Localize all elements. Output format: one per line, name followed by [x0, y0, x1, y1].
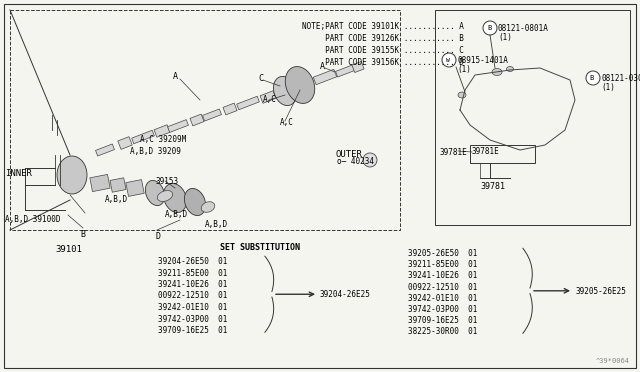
Text: (1): (1): [601, 83, 615, 92]
Text: 39101: 39101: [55, 245, 82, 254]
Text: 39241-10E26  01: 39241-10E26 01: [158, 280, 227, 289]
Text: A,B,D: A,B,D: [105, 195, 128, 204]
Text: OUTER: OUTER: [335, 150, 362, 159]
Polygon shape: [190, 114, 204, 126]
Text: C: C: [258, 74, 263, 83]
Text: A,B,D: A,B,D: [165, 210, 188, 219]
Text: INNER: INNER: [5, 169, 32, 177]
Polygon shape: [95, 144, 115, 156]
Text: 08121-0801A: 08121-0801A: [498, 24, 549, 33]
Text: 39241-10E26  01: 39241-10E26 01: [408, 272, 477, 280]
Text: 39742-03P00  01: 39742-03P00 01: [408, 305, 477, 314]
Text: ^39*0064: ^39*0064: [596, 358, 630, 364]
Text: (1): (1): [498, 33, 512, 42]
Text: 39781: 39781: [480, 182, 505, 191]
Text: B: B: [80, 230, 85, 239]
Text: 39709-16E25  01: 39709-16E25 01: [408, 316, 477, 325]
Polygon shape: [260, 91, 276, 103]
Ellipse shape: [201, 202, 215, 212]
Text: A,C: A,C: [280, 118, 294, 127]
Circle shape: [442, 53, 456, 67]
Bar: [10, 10, 400, 230]
Bar: [470, 145, 535, 163]
Text: A,B,D 39100D: A,B,D 39100D: [5, 215, 61, 224]
Text: 39153: 39153: [155, 177, 178, 186]
Ellipse shape: [145, 180, 164, 206]
Text: 39204-26E50  01: 39204-26E50 01: [158, 257, 227, 266]
Text: 39211-85E00  01: 39211-85E00 01: [408, 260, 477, 269]
Text: A,C: A,C: [263, 95, 277, 104]
Text: o— 40234: o— 40234: [337, 157, 374, 166]
Polygon shape: [352, 61, 364, 73]
Text: 39781E: 39781E: [472, 147, 500, 156]
Circle shape: [363, 153, 377, 167]
Polygon shape: [126, 180, 144, 196]
Polygon shape: [202, 109, 221, 121]
Text: 08915-1401A: 08915-1401A: [457, 56, 508, 65]
Text: 00922-12510  01: 00922-12510 01: [158, 292, 227, 301]
Polygon shape: [237, 96, 259, 110]
Text: B: B: [487, 25, 491, 31]
Polygon shape: [132, 130, 154, 144]
Text: A: A: [320, 62, 325, 71]
Text: 39709-16E25  01: 39709-16E25 01: [158, 326, 227, 335]
Text: A: A: [173, 72, 178, 81]
Text: 38225-30R00  01: 38225-30R00 01: [408, 327, 477, 336]
Text: 39211-85E00  01: 39211-85E00 01: [158, 269, 227, 278]
Text: NOTE;PART CODE 39101K ........... A: NOTE;PART CODE 39101K ........... A: [302, 22, 464, 31]
Text: 39204-26E25: 39204-26E25: [320, 290, 371, 299]
Text: A,B,D 39209: A,B,D 39209: [130, 147, 181, 156]
Ellipse shape: [57, 156, 87, 194]
Text: 00922-12510  01: 00922-12510 01: [408, 283, 477, 292]
Circle shape: [483, 21, 497, 35]
Text: PART CODE 39155K ........... C: PART CODE 39155K ........... C: [302, 46, 464, 55]
Polygon shape: [118, 137, 132, 149]
Text: W: W: [446, 58, 450, 62]
Text: (1): (1): [457, 65, 471, 74]
Bar: [435, 10, 630, 225]
Ellipse shape: [157, 190, 173, 202]
Ellipse shape: [285, 67, 315, 103]
Polygon shape: [90, 174, 110, 192]
Text: 39205-26E25: 39205-26E25: [575, 287, 626, 296]
Text: 39742-03P00  01: 39742-03P00 01: [158, 314, 227, 324]
Polygon shape: [110, 178, 126, 192]
Polygon shape: [168, 120, 188, 132]
Text: D: D: [155, 232, 160, 241]
Text: 08121-0301E: 08121-0301E: [601, 74, 640, 83]
Ellipse shape: [163, 183, 187, 212]
Ellipse shape: [458, 92, 466, 98]
Text: SET SUBSTITUTION: SET SUBSTITUTION: [220, 243, 300, 252]
Polygon shape: [154, 125, 170, 137]
Text: 39242-01E10  01: 39242-01E10 01: [408, 294, 477, 303]
Text: 39242-01E10  01: 39242-01E10 01: [158, 303, 227, 312]
Ellipse shape: [492, 68, 502, 76]
Ellipse shape: [506, 67, 513, 71]
Circle shape: [586, 71, 600, 85]
Ellipse shape: [184, 189, 205, 215]
Polygon shape: [223, 103, 237, 115]
Text: PART CODE 39156K ........... D: PART CODE 39156K ........... D: [302, 58, 464, 67]
Text: A,C 39209M: A,C 39209M: [140, 135, 186, 144]
Text: A,B,D: A,B,D: [205, 220, 228, 229]
Polygon shape: [314, 69, 337, 85]
Polygon shape: [335, 65, 355, 77]
Ellipse shape: [273, 77, 296, 106]
Text: 39205-26E50  01: 39205-26E50 01: [408, 249, 477, 258]
Text: 39781E: 39781E: [440, 148, 468, 157]
Text: B: B: [590, 75, 594, 81]
Text: PART CODE 39126K ........... B: PART CODE 39126K ........... B: [302, 34, 464, 43]
